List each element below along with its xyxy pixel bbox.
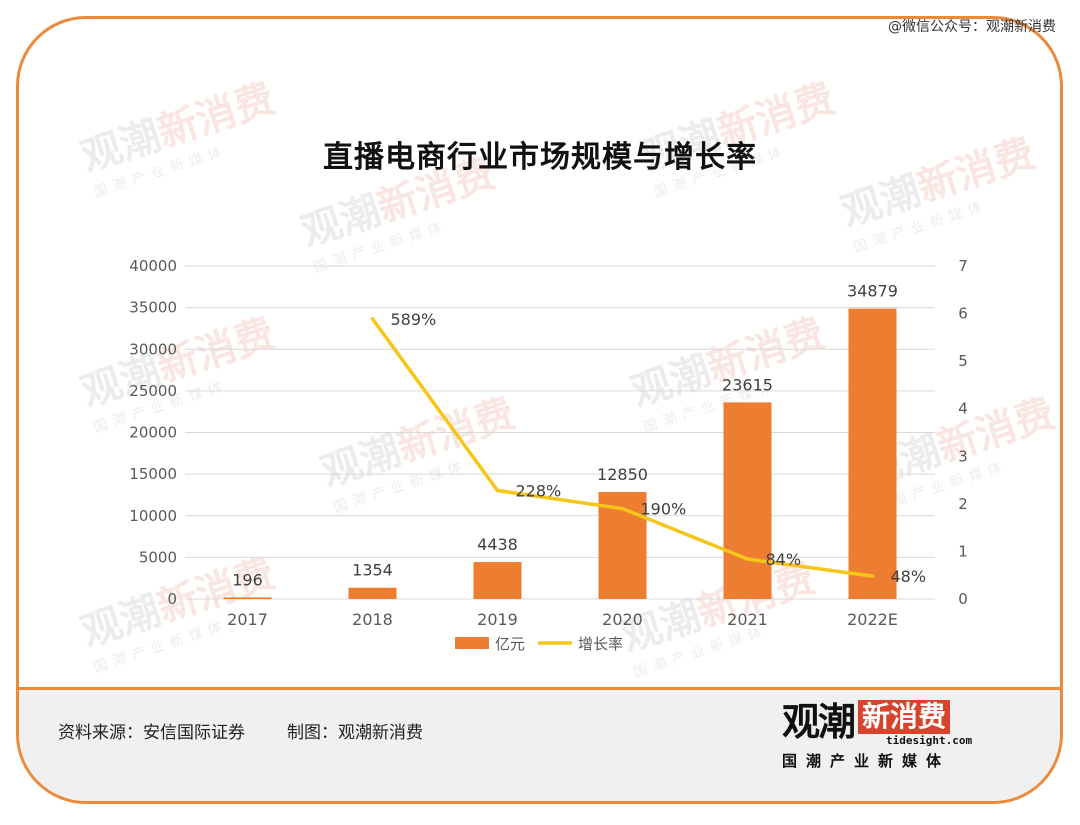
line-data-label: 228% — [516, 482, 562, 501]
logo-tagline: 国潮产业新媒体 — [782, 752, 951, 770]
y-right-tick-label: 6 — [958, 305, 968, 323]
growth-rate-point — [870, 574, 875, 578]
x-tick-label: 2019 — [477, 610, 518, 629]
bar — [473, 562, 522, 599]
y-left-tick-label: 40000 — [129, 257, 177, 275]
y-left-tick-label: 15000 — [129, 465, 177, 483]
x-tick-label: 2021 — [727, 610, 768, 629]
growth-rate-point — [495, 488, 500, 493]
line-data-label: 84% — [766, 550, 802, 569]
bar — [723, 402, 772, 599]
y-right-tick-label: 4 — [958, 400, 968, 418]
y-right-tick-label: 0 — [958, 590, 968, 608]
bar-data-label: 4438 — [477, 535, 518, 554]
x-tick-label: 2020 — [602, 610, 643, 629]
x-tick-label: 2018 — [352, 610, 393, 629]
y-right-tick-label: 1 — [958, 542, 968, 560]
brand-logo: 观潮 新消费 tidesight.com 国潮产业新媒体 — [782, 700, 1004, 772]
bar-data-label: 196 — [232, 570, 263, 589]
legend-swatch-bar — [455, 637, 489, 649]
growth-rate-point — [370, 317, 375, 321]
source-note: 资料来源：安信国际证券 制图：观潮新消费 — [58, 718, 465, 743]
bar — [848, 308, 897, 599]
y-right-tick-label: 2 — [958, 495, 968, 513]
x-tick-label: 2022E — [847, 610, 898, 629]
y-right-tick-label: 5 — [958, 352, 968, 370]
bar — [223, 597, 272, 599]
watermark-account: @微信公众号：观潮新消费 — [888, 19, 1056, 35]
made-by-text: 制图：观潮新消费 — [287, 723, 423, 743]
bar-data-label: 1354 — [352, 561, 393, 580]
line-data-label: 48% — [891, 567, 927, 586]
legend-label-bar: 亿元 — [495, 635, 525, 653]
y-left-tick-label: 30000 — [129, 340, 177, 358]
growth-rate-point — [620, 506, 625, 511]
y-right-tick-label: 3 — [958, 447, 968, 465]
x-tick-label: 2017 — [227, 610, 268, 629]
bar-data-label: 12850 — [597, 465, 648, 484]
logo-url: tidesight.com — [886, 734, 973, 747]
growth-rate-point — [745, 557, 750, 561]
line-data-label: 190% — [641, 500, 687, 519]
bar — [348, 587, 397, 599]
bar-data-label: 23615 — [722, 375, 773, 394]
y-left-tick-label: 10000 — [129, 507, 177, 525]
y-left-tick-label: 20000 — [129, 424, 177, 442]
logo-text-accent: 新消费 — [858, 700, 951, 734]
legend-label-line: 增长率 — [578, 635, 623, 653]
source-text: 资料来源：安信国际证券 — [58, 723, 245, 743]
y-left-tick-label: 35000 — [129, 299, 177, 317]
y-left-tick-label: 0 — [167, 590, 177, 608]
y-left-tick-label: 5000 — [139, 548, 177, 566]
y-right-tick-label: 7 — [958, 257, 968, 275]
line-data-label: 589% — [391, 310, 437, 329]
logo-text-main: 观潮 — [782, 700, 856, 744]
chart-title: 直播电商行业市场规模与增长率 — [323, 140, 757, 175]
bar-data-label: 34879 — [847, 282, 898, 301]
y-left-tick-label: 25000 — [129, 382, 177, 400]
